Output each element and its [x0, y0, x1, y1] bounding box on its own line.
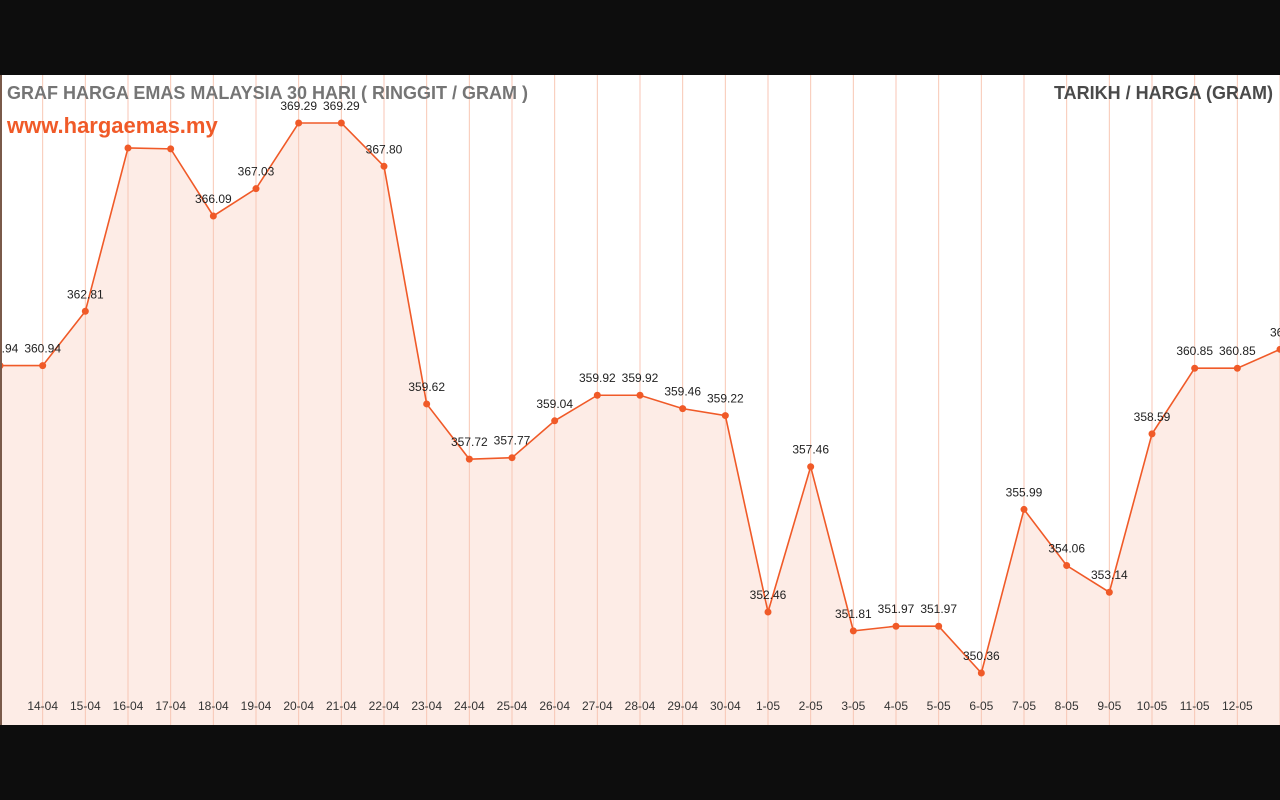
- chart-area: 360.94 360.94 362.81 366.09 367.03 369.29 369.…: [0, 75, 1280, 725]
- data-point: [892, 622, 900, 630]
- data-point: [167, 145, 175, 153]
- data-label: 357.46: [792, 443, 829, 457]
- data-label: 360.94: [24, 342, 61, 356]
- data-label: 357.77: [494, 434, 531, 448]
- x-tick-label: 30-04: [710, 699, 741, 713]
- x-tick-label: 18-04: [198, 699, 229, 713]
- data-point: [295, 119, 303, 127]
- data-point: [465, 455, 473, 463]
- data-point: [679, 405, 687, 413]
- x-tick-label: 1-05: [756, 699, 780, 713]
- data-label: 367.80: [366, 142, 403, 156]
- data-label: 351.81: [835, 607, 872, 621]
- data-label: 358.59: [1134, 410, 1171, 424]
- data-label: 360.94: [0, 342, 19, 356]
- data-point: [721, 412, 729, 420]
- data-label: 352.46: [750, 588, 787, 602]
- data-point: [508, 454, 516, 462]
- data-point: [849, 627, 857, 635]
- data-label: 359.46: [664, 385, 701, 399]
- x-tick-label: 22-04: [369, 699, 400, 713]
- data-point: [935, 622, 943, 630]
- data-point: [636, 391, 644, 399]
- data-point: [1105, 588, 1113, 596]
- x-tick-label: 24-04: [454, 699, 485, 713]
- x-tick-label: 25-04: [497, 699, 528, 713]
- data-label: 362.81: [67, 287, 104, 301]
- data-label: 355.99: [1006, 485, 1043, 499]
- data-label: 359.04: [536, 397, 573, 411]
- data-label: 360.85: [1176, 344, 1213, 358]
- data-label: 369.29: [323, 99, 360, 113]
- data-point: [593, 391, 601, 399]
- x-tick-label: 11-05: [1180, 699, 1210, 713]
- data-label: 359.62: [408, 380, 445, 394]
- data-point: [124, 144, 132, 152]
- site-url[interactable]: www.hargaemas.my: [7, 113, 218, 138]
- x-tick-label: 3-05: [841, 699, 865, 713]
- data-point: [807, 463, 815, 471]
- data-point: [1148, 430, 1156, 438]
- x-tick-label: 20-04: [283, 699, 314, 713]
- x-tick-label: 16-04: [113, 699, 144, 713]
- data-label: 354.06: [1048, 541, 1085, 555]
- data-point: [1233, 364, 1241, 372]
- x-tick-label: 4-05: [884, 699, 908, 713]
- data-point: [81, 307, 89, 315]
- data-label: 351.97: [878, 602, 915, 616]
- chart-title: GRAF HARGA EMAS MALAYSIA 30 HARI ( RINGG…: [7, 83, 529, 103]
- x-tick-label: 2-05: [799, 699, 823, 713]
- data-point: [209, 212, 217, 220]
- data-label: 357.72: [451, 435, 488, 449]
- x-tick-label: 8-05: [1055, 699, 1079, 713]
- data-label: 359.92: [579, 371, 616, 385]
- x-tick-label: 6-05: [969, 699, 993, 713]
- data-point: [252, 185, 260, 193]
- x-tick-label: 12-05: [1222, 699, 1253, 713]
- data-label: 353.14: [1091, 568, 1128, 582]
- data-label: 367.03: [238, 165, 275, 179]
- x-tick-label: 14-04: [27, 699, 58, 713]
- chart-left-border: [0, 75, 2, 725]
- data-label: 369.29: [280, 99, 317, 113]
- x-tick-label: 9-05: [1097, 699, 1121, 713]
- x-tick-label: 19-04: [241, 699, 272, 713]
- data-label: 350.36: [963, 649, 1000, 663]
- data-label: 361: [1270, 325, 1280, 339]
- data-point: [423, 400, 431, 408]
- data-label: 359.92: [622, 371, 659, 385]
- data-point: [1191, 364, 1199, 372]
- x-tick-label: 27-04: [582, 699, 613, 713]
- x-tick-label: 15-04: [70, 699, 101, 713]
- x-tick-label: 28-04: [625, 699, 656, 713]
- data-point: [337, 119, 345, 127]
- x-tick-label: 21-04: [326, 699, 357, 713]
- data-label: 351.97: [920, 602, 957, 616]
- data-point: [551, 417, 559, 425]
- x-tick-label: 17-04: [155, 699, 186, 713]
- data-label: 366.09: [195, 192, 232, 206]
- data-point: [39, 362, 47, 370]
- x-tick-label: 7-05: [1012, 699, 1036, 713]
- x-tick-label: 23-04: [411, 699, 442, 713]
- x-tick-label: 29-04: [667, 699, 698, 713]
- data-point: [977, 669, 985, 677]
- data-point: [1020, 505, 1028, 513]
- data-point: [1276, 345, 1280, 353]
- line-chart: 360.94 360.94 362.81 366.09 367.03 369.29 369.…: [0, 75, 1280, 725]
- chart-legend: TARIKH / HARGA (GRAM): [1054, 83, 1273, 103]
- x-tick-label: 10-05: [1137, 699, 1168, 713]
- x-tick-label: 5-05: [927, 699, 951, 713]
- data-point: [380, 162, 388, 170]
- data-point: [764, 608, 772, 616]
- data-point: [1063, 561, 1071, 569]
- x-tick-label: 26-04: [539, 699, 570, 713]
- data-label: 359.22: [707, 392, 744, 406]
- data-label: 360.85: [1219, 344, 1256, 358]
